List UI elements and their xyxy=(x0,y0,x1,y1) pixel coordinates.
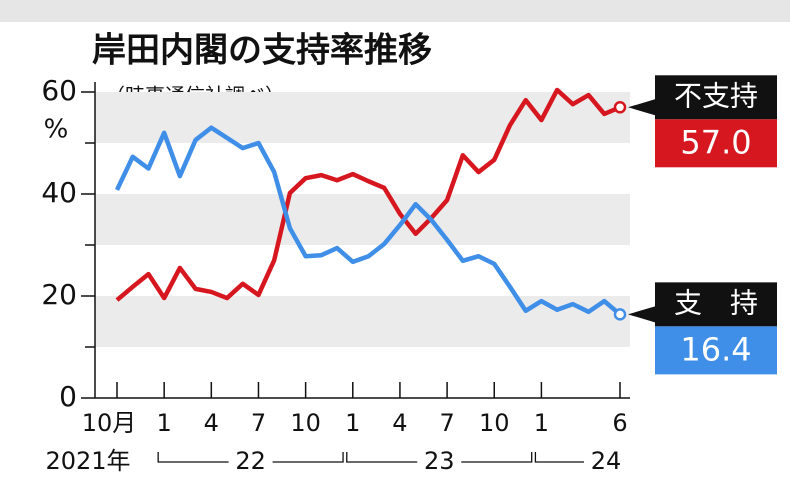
x-tick-label: 7 xyxy=(439,409,454,437)
x-tick-label: 6 xyxy=(612,409,627,437)
year-label: 24 xyxy=(591,447,622,475)
x-tick-label: 4 xyxy=(392,409,407,437)
year-label: 23 xyxy=(424,447,455,475)
top-strip xyxy=(0,0,790,22)
x-tick-label: 1 xyxy=(534,409,549,437)
year-label: 22 xyxy=(235,447,266,475)
x-tick-label: 4 xyxy=(204,409,219,437)
legend-box xyxy=(655,75,777,120)
y-tick-label: 60 xyxy=(41,74,77,107)
value-label: 16.4 xyxy=(680,330,751,368)
y-tick-label: 20 xyxy=(41,278,77,311)
legend-label: 支 持 xyxy=(674,286,758,319)
x-tick-label: 7 xyxy=(251,409,266,437)
x-tick-label: 1 xyxy=(157,409,172,437)
year-label-bg xyxy=(417,448,462,476)
end-marker xyxy=(613,308,627,321)
legend-label: 不支持 xyxy=(674,79,758,112)
x-tick-label: 10 xyxy=(479,409,510,437)
end-marker xyxy=(613,101,627,114)
year-label-bg xyxy=(584,448,628,476)
chart-title: 岸田内閣の支持率推移 xyxy=(92,31,432,71)
value-box xyxy=(655,119,777,168)
x-tick-label: 10 xyxy=(290,409,321,437)
y-tick-label: 0 xyxy=(59,380,77,413)
y-unit: % xyxy=(44,115,69,145)
year-label: 2021年 xyxy=(45,447,130,475)
x-tick-label: 10月 xyxy=(82,409,137,437)
value-label: 57.0 xyxy=(680,123,751,161)
year-label-bg xyxy=(228,448,273,476)
callout-pointer xyxy=(628,306,655,323)
grid-band xyxy=(95,296,630,347)
value-box xyxy=(655,326,777,375)
series-line xyxy=(114,125,622,317)
grid-band xyxy=(95,194,630,245)
legend-box xyxy=(655,282,777,327)
x-tick-label: 1 xyxy=(345,409,360,437)
y-tick-label: 40 xyxy=(41,176,77,209)
callout-pointer xyxy=(628,99,655,116)
series-line xyxy=(115,87,621,302)
